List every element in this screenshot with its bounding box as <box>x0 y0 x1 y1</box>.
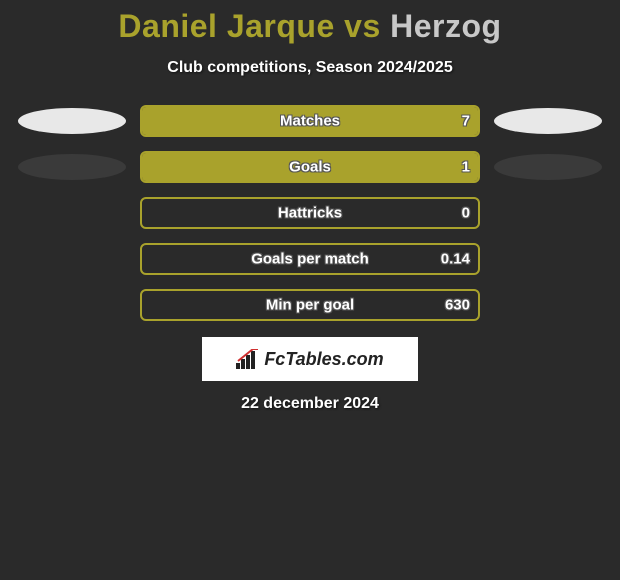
right-avatar-placeholder <box>494 200 602 226</box>
vs-separator: vs <box>335 8 390 44</box>
right-avatar-placeholder <box>494 292 602 318</box>
stat-row: Goals per match0.14 <box>0 243 620 275</box>
left-avatar-placeholder <box>18 154 126 180</box>
stat-row: Goals1 <box>0 151 620 183</box>
right-avatar-placeholder <box>494 246 602 272</box>
left-avatar-placeholder <box>18 200 126 226</box>
bar-fill <box>142 153 478 181</box>
left-avatar-placeholder <box>18 108 126 134</box>
bar-background <box>140 243 480 275</box>
stat-row: Matches7 <box>0 105 620 137</box>
stat-bar: Goals per match0.14 <box>140 243 480 275</box>
stat-row: Hattricks0 <box>0 197 620 229</box>
player1-name: Daniel Jarque <box>118 8 334 44</box>
logo-box[interactable]: FcTables.com <box>202 337 418 381</box>
page-title: Daniel Jarque vs Herzog <box>0 8 620 45</box>
logo: FcTables.com <box>236 349 383 370</box>
comparison-card: Daniel Jarque vs Herzog Club competition… <box>0 0 620 413</box>
bar-chart-icon <box>236 349 260 369</box>
stat-bar: Min per goal630 <box>140 289 480 321</box>
stat-bar: Matches7 <box>140 105 480 137</box>
left-avatar-placeholder <box>18 292 126 318</box>
subtitle: Club competitions, Season 2024/2025 <box>0 59 620 77</box>
bar-background <box>140 197 480 229</box>
stat-row: Min per goal630 <box>0 289 620 321</box>
right-avatar-placeholder <box>494 108 602 134</box>
stats-rows: Matches7 Goals1 Hattricks0 Goals per match0… <box>0 105 620 321</box>
bar-fill <box>142 107 478 135</box>
right-avatar-placeholder <box>494 154 602 180</box>
date-label: 22 december 2024 <box>0 395 620 413</box>
logo-text: FcTables.com <box>264 349 383 370</box>
left-avatar-placeholder <box>18 246 126 272</box>
stat-bar: Goals1 <box>140 151 480 183</box>
player2-name: Herzog <box>390 8 501 44</box>
stat-bar: Hattricks0 <box>140 197 480 229</box>
bar-background <box>140 289 480 321</box>
